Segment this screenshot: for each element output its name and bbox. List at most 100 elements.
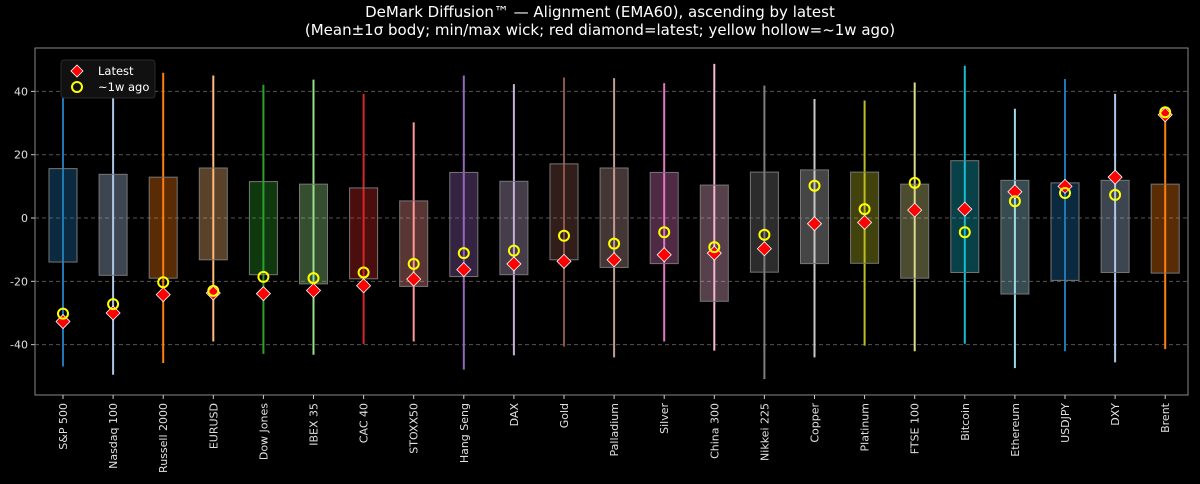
x-tick-label: CAC 40 xyxy=(358,403,371,443)
x-axis: S&P 500 Nasdaq 100 Russell 2000 EURUSD Dow J… xyxy=(57,395,1172,473)
latest-marker xyxy=(356,278,372,294)
week-ago-marker xyxy=(257,270,270,283)
legend-week-ago-marker xyxy=(71,81,83,93)
legend-box xyxy=(60,59,156,99)
latest-marker xyxy=(155,287,171,303)
body-box xyxy=(1050,182,1080,281)
latest-marker xyxy=(506,256,522,272)
x-tick-label: Russell 2000 xyxy=(157,403,170,473)
week-ago-marker xyxy=(507,244,520,257)
week-ago-marker xyxy=(57,307,69,320)
body-box xyxy=(198,167,228,261)
week-ago-marker xyxy=(157,276,170,289)
y-tick-label: -40 xyxy=(10,339,28,352)
x-tick-label: China 300 xyxy=(708,403,721,459)
latest-marker xyxy=(857,214,873,231)
legend: Latest ~1w ago xyxy=(60,59,156,99)
latest-marker xyxy=(406,271,422,287)
body-box xyxy=(549,163,579,261)
latest-marker xyxy=(456,262,472,278)
week-ago-marker xyxy=(107,298,120,311)
week-ago-marker xyxy=(307,272,320,285)
x-tick-label: Palladium xyxy=(608,403,621,456)
body-box xyxy=(98,173,128,276)
week-ago-marker xyxy=(808,179,821,192)
latest-marker xyxy=(105,305,121,321)
week-ago-marker xyxy=(858,203,871,216)
body-box xyxy=(649,171,679,265)
latest-marker xyxy=(606,252,622,268)
week-ago-marker xyxy=(1059,187,1071,200)
week-ago-marker xyxy=(1159,106,1172,119)
x-tick-label: Brent xyxy=(1159,402,1172,433)
week-ago-marker xyxy=(708,241,721,254)
latest-marker xyxy=(1107,169,1123,185)
latest-marker xyxy=(1057,178,1073,194)
x-tick-label: S&P 500 xyxy=(57,403,70,450)
x-tick-label: Dow Jones xyxy=(257,403,270,460)
legend-latest-label: Latest xyxy=(98,64,134,78)
body-box xyxy=(1100,179,1130,273)
body-box xyxy=(48,168,78,263)
x-tick-label: Gold xyxy=(558,403,571,428)
body-box xyxy=(148,176,178,279)
body-box xyxy=(248,181,278,276)
body-box xyxy=(499,180,529,276)
x-tick-label: USDJPY xyxy=(1059,403,1072,443)
latest-marker xyxy=(255,286,271,302)
week-ago-marker xyxy=(1008,195,1021,208)
latest-marker xyxy=(55,313,71,330)
x-tick-label: IBEX 35 xyxy=(308,403,321,446)
latest-marker xyxy=(556,253,572,269)
latest-marker xyxy=(806,216,823,232)
body-box xyxy=(749,171,779,273)
y-tick-label: 0 xyxy=(21,212,28,225)
x-tick-label: Ethereum xyxy=(1009,403,1022,457)
x-tick-label: Nasdaq 100 xyxy=(107,403,120,469)
week-ago-marker xyxy=(457,247,470,260)
body-box xyxy=(1150,183,1180,274)
x-tick-label: Hang Seng xyxy=(458,403,471,463)
latest-marker xyxy=(1007,184,1023,200)
week-ago-marker xyxy=(407,257,420,270)
x-tick-label: STOXX50 xyxy=(408,403,421,454)
plot-marks xyxy=(48,63,1180,380)
y-tick-label: 40 xyxy=(14,85,28,98)
week-ago-marker xyxy=(908,176,921,189)
latest-marker xyxy=(907,202,923,218)
week-ago-marker xyxy=(758,228,771,241)
body-box xyxy=(349,187,379,280)
week-ago-marker xyxy=(958,226,971,239)
latest-marker xyxy=(656,247,672,263)
body-box xyxy=(599,167,629,268)
y-tick-label: 20 xyxy=(14,149,28,162)
week-ago-marker xyxy=(1109,188,1122,201)
plot-frame xyxy=(34,47,1189,396)
x-tick-label: Bitcoin xyxy=(959,403,972,441)
x-tick-label: Silver xyxy=(658,403,671,434)
body-box xyxy=(449,171,479,278)
week-ago-marker xyxy=(608,237,621,250)
body-box xyxy=(900,183,930,279)
legend-latest-marker xyxy=(70,64,84,78)
body-box xyxy=(299,183,328,285)
chart-title: DeMark Diffusion™ — Alignment (EMA60), a… xyxy=(365,3,835,21)
x-tick-label: DXY xyxy=(1109,403,1122,426)
week-ago-marker xyxy=(207,284,220,297)
body-box xyxy=(699,184,729,302)
y-tick-label: -20 xyxy=(10,275,28,288)
legend-week-ago-label: ~1w ago xyxy=(98,80,149,94)
week-ago-marker xyxy=(357,266,370,279)
y-axis: -40 -20 0 20 40 xyxy=(10,85,35,352)
latest-marker xyxy=(305,282,322,299)
x-tick-label: Copper xyxy=(809,403,822,443)
x-tick-label: FTSE 100 xyxy=(909,403,922,454)
x-tick-label: DAX xyxy=(508,403,521,427)
x-tick-label: Platinum xyxy=(859,403,872,451)
latest-marker xyxy=(957,201,973,217)
week-ago-marker xyxy=(558,229,570,242)
x-tick-label: Nikkei 225 xyxy=(758,403,771,461)
x-tick-label: EURUSD xyxy=(207,403,220,449)
latest-marker xyxy=(756,241,772,257)
